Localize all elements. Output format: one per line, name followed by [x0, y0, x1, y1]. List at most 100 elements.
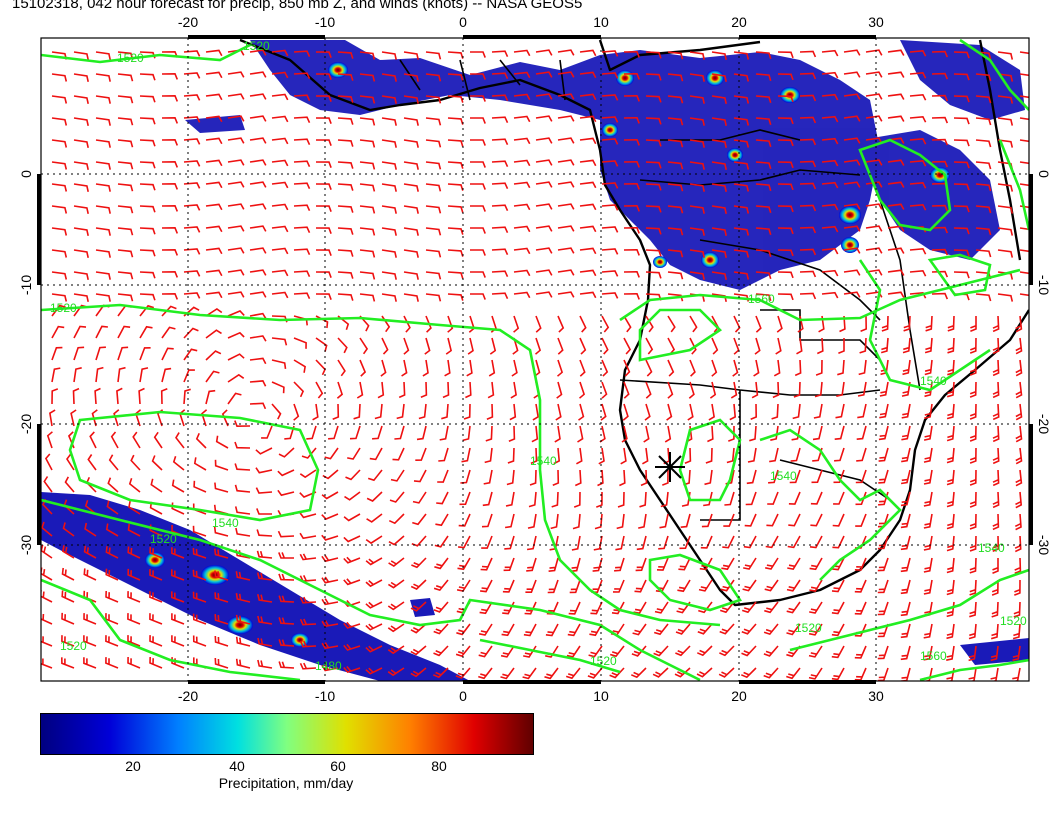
- wind-barb: [161, 326, 176, 339]
- wind-barb: [880, 337, 889, 354]
- wind-barb: [95, 183, 111, 192]
- wind-barb: [623, 138, 640, 146]
- wind-barb: [733, 95, 750, 104]
- wind-barb: [535, 159, 553, 166]
- wind-barb: [652, 667, 669, 678]
- wind-barb: [1012, 623, 1021, 640]
- wind-barb: [227, 353, 245, 361]
- wind-barb: [271, 159, 289, 167]
- wind-barb: [834, 447, 845, 462]
- wind-barb: [799, 138, 817, 146]
- wind-barb: [127, 613, 141, 625]
- wind-barb: [479, 601, 493, 615]
- wind-barb: [860, 315, 868, 332]
- wind-barb: [328, 425, 339, 440]
- wind-barb: [234, 506, 251, 515]
- wind-barb: [526, 535, 537, 551]
- wind-barb: [478, 667, 493, 680]
- wind-barb: [601, 72, 619, 79]
- wind-barb: [62, 522, 75, 537]
- wind-barb: [877, 579, 889, 594]
- wind-barb: [946, 513, 955, 530]
- wind-barb: [172, 455, 185, 471]
- wind-barb: [1015, 359, 1023, 377]
- wind-barb: [645, 95, 662, 103]
- wind-barb: [192, 591, 207, 603]
- wind-barb: [205, 291, 223, 299]
- wind-barb: [214, 635, 229, 647]
- wind-barb: [470, 293, 486, 300]
- wind-barb: [343, 535, 361, 543]
- wind-barb: [969, 601, 977, 618]
- wind-barb: [535, 291, 553, 298]
- contour-label: 1520: [795, 621, 822, 635]
- wind-barb: [447, 117, 464, 125]
- wind-barb: [356, 381, 364, 399]
- wind-barb: [622, 403, 629, 421]
- wind-barb: [403, 205, 419, 214]
- wind-barb: [1015, 381, 1023, 399]
- forecast-map[interactable]: 1520 1520 1540 1540 1520 1520 1540 1520 1560 1540…: [0, 0, 1056, 710]
- wind-barb: [732, 359, 739, 377]
- wind-barb: [578, 381, 586, 399]
- wind-barb: [432, 667, 449, 679]
- wind-barb: [480, 579, 493, 593]
- wind-barb: [744, 513, 757, 527]
- wind-barb: [513, 115, 531, 123]
- wind-barb: [557, 247, 575, 254]
- wind-barb: [570, 557, 581, 573]
- wind-barb: [117, 183, 134, 192]
- tick-lon: 10: [593, 688, 609, 704]
- tick-lat: 0: [1036, 170, 1052, 178]
- wind-barb: [931, 160, 949, 168]
- wind-barb: [381, 117, 397, 126]
- wind-barb: [249, 93, 267, 100]
- wind-barb: [887, 137, 905, 144]
- wind-barb: [843, 49, 861, 56]
- wind-barb: [425, 51, 442, 60]
- wind-barb: [470, 51, 486, 58]
- wind-barb: [117, 205, 134, 214]
- wind-barb: [161, 204, 179, 212]
- wind-barb: [640, 469, 648, 487]
- wind-barb: [410, 579, 427, 590]
- wind-barb: [601, 226, 619, 233]
- wind-barb: [877, 623, 889, 638]
- wind-barb: [763, 645, 779, 657]
- wind-barb: [447, 183, 464, 191]
- colorbar-tick: 80: [431, 758, 447, 774]
- wind-barb: [576, 447, 583, 465]
- wind-barb: [94, 387, 101, 405]
- wind-barb: [394, 425, 405, 440]
- wind-barb: [623, 248, 640, 256]
- wind-barb: [161, 94, 179, 102]
- wind-barb: [765, 535, 779, 549]
- wind-barb: [834, 425, 845, 440]
- wind-barb: [777, 73, 794, 81]
- wind-barb: [95, 139, 111, 148]
- wind-barb: [677, 579, 691, 593]
- wind-barb: [645, 249, 662, 257]
- wind-barb: [337, 183, 354, 191]
- wind-barb: [299, 469, 317, 479]
- wind-barb: [324, 447, 339, 460]
- wind-barb: [128, 477, 141, 493]
- wind-barb: [601, 337, 609, 355]
- wind-barb: [687, 403, 694, 421]
- wind-barb: [643, 425, 650, 443]
- wind-barb: [183, 270, 201, 277]
- wind-barb: [836, 381, 845, 397]
- wind-barb: [183, 138, 201, 145]
- wind-barb: [623, 381, 630, 399]
- wind-barb: [315, 249, 332, 256]
- wind-barb: [544, 667, 559, 680]
- tick-lon: 0: [459, 14, 467, 30]
- station-marker-icon[interactable]: [655, 452, 685, 482]
- wind-barb: [278, 595, 295, 603]
- wind-barb: [41, 590, 53, 603]
- wind-barb: [256, 508, 272, 515]
- wind-barb: [887, 247, 905, 254]
- wind-barb: [337, 139, 354, 147]
- wind-barb: [923, 513, 933, 529]
- wind-barb: [809, 601, 823, 614]
